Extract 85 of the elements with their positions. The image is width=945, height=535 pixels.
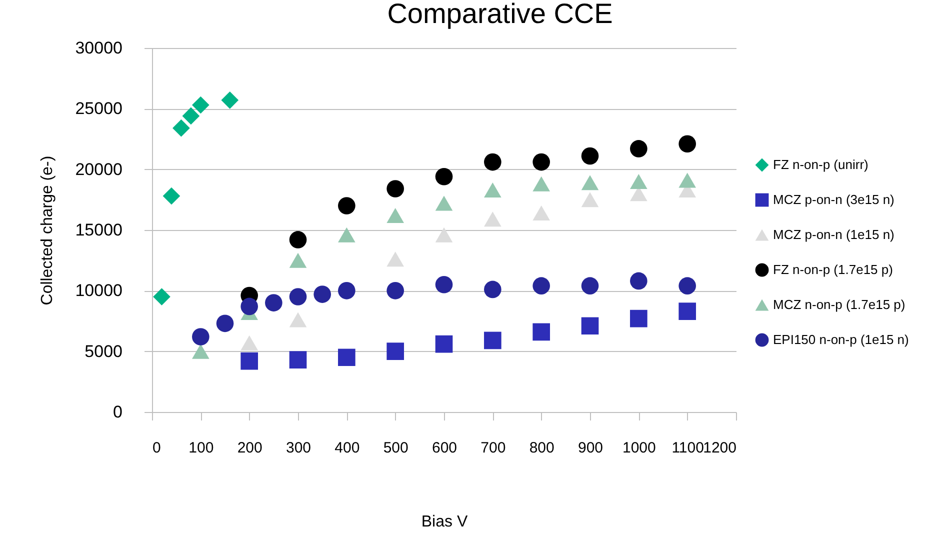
legend-label: MCZ p-on-n (3e15 n) [773, 192, 894, 207]
x-axis-title: Bias V [421, 514, 468, 530]
point [484, 332, 502, 350]
point [240, 352, 258, 370]
point [630, 272, 648, 290]
point [678, 135, 696, 152]
point [678, 277, 696, 294]
y-tick-label: 20000 [75, 160, 122, 179]
x-tick-label: 700 [480, 440, 506, 456]
point [338, 348, 356, 366]
x-tick-label: 0 [152, 440, 161, 456]
y-tick-label: 15000 [75, 220, 122, 240]
x-tick-label: 800 [529, 440, 554, 456]
point [532, 206, 550, 221]
point [630, 174, 648, 189]
legend-label: FZ n-on-p (unirr) [773, 157, 868, 172]
x-tick-label: 900 [578, 440, 604, 456]
y-tick-label: 10000 [75, 281, 122, 300]
point [192, 328, 210, 346]
y-tick-label: 0 [113, 402, 122, 422]
point [386, 208, 404, 223]
legend-label: MCZ n-on-p (1.7e15 p) [773, 297, 906, 312]
point [338, 227, 356, 242]
point [581, 192, 599, 208]
point [386, 282, 404, 300]
y-tick-label: 25000 [75, 99, 122, 118]
point [240, 335, 258, 350]
y-axis-title: Collected charge (e-) [39, 156, 56, 306]
point [678, 172, 696, 188]
point [435, 276, 453, 294]
point [162, 187, 180, 205]
point [484, 153, 502, 171]
point [153, 288, 170, 306]
point [630, 310, 648, 328]
point [678, 302, 696, 320]
point [532, 153, 550, 171]
point [265, 294, 282, 312]
point [221, 92, 239, 109]
point [581, 175, 599, 190]
point [581, 147, 599, 165]
x-tick-label: 300 [286, 440, 312, 456]
point [338, 282, 356, 300]
point [216, 314, 234, 332]
legend-label: FZ n-on-p (1.7e15 p) [773, 262, 893, 277]
point [182, 107, 200, 125]
point [386, 252, 404, 267]
point [240, 298, 258, 316]
point [172, 119, 190, 137]
x-tick-label: 200 [237, 440, 262, 456]
legend-label: MCZ p-on-n (1e15 n) [773, 227, 894, 242]
y-tick-label: 5000 [84, 342, 122, 361]
point [630, 140, 648, 158]
point [435, 168, 453, 186]
point [192, 344, 210, 359]
point [532, 277, 550, 294]
point [581, 317, 599, 335]
point [435, 196, 453, 211]
y-tick-label: 30000 [75, 38, 122, 58]
point [532, 176, 550, 192]
point [484, 280, 502, 298]
x-tick-label: 1200 [703, 440, 736, 456]
x-tick-label: 500 [383, 440, 408, 456]
x-tick-label: 400 [334, 440, 360, 456]
point [289, 312, 307, 328]
point [289, 252, 307, 268]
point [435, 335, 453, 353]
x-tick-label: 1000 [622, 440, 656, 456]
point [435, 227, 453, 242]
point [581, 277, 599, 294]
point [314, 286, 331, 303]
point [484, 212, 502, 227]
point [484, 182, 502, 198]
x-tick-label: 100 [188, 440, 214, 456]
point [386, 342, 404, 360]
point [386, 180, 404, 198]
point [289, 351, 307, 368]
point [289, 231, 307, 248]
x-tick-label: 600 [432, 440, 458, 456]
legend-label: EPI150 n-on-p (1e15 n) [773, 332, 909, 347]
point [289, 288, 307, 306]
point [338, 197, 356, 214]
point [192, 96, 210, 114]
point [532, 323, 550, 341]
x-tick-label: 1100 [672, 440, 704, 456]
chart-title: Comparative CCE [387, 0, 613, 29]
